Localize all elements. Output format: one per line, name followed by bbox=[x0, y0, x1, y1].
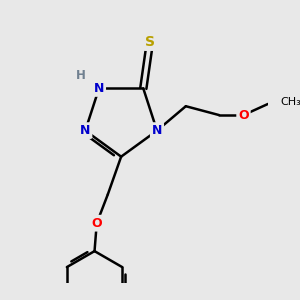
Text: N: N bbox=[80, 124, 91, 137]
Text: O: O bbox=[238, 109, 249, 122]
Text: N: N bbox=[94, 82, 104, 95]
Text: S: S bbox=[145, 35, 155, 49]
Text: O: O bbox=[92, 217, 102, 230]
Text: H: H bbox=[75, 69, 85, 82]
Text: N: N bbox=[152, 124, 162, 137]
Text: CH₃: CH₃ bbox=[280, 97, 300, 107]
